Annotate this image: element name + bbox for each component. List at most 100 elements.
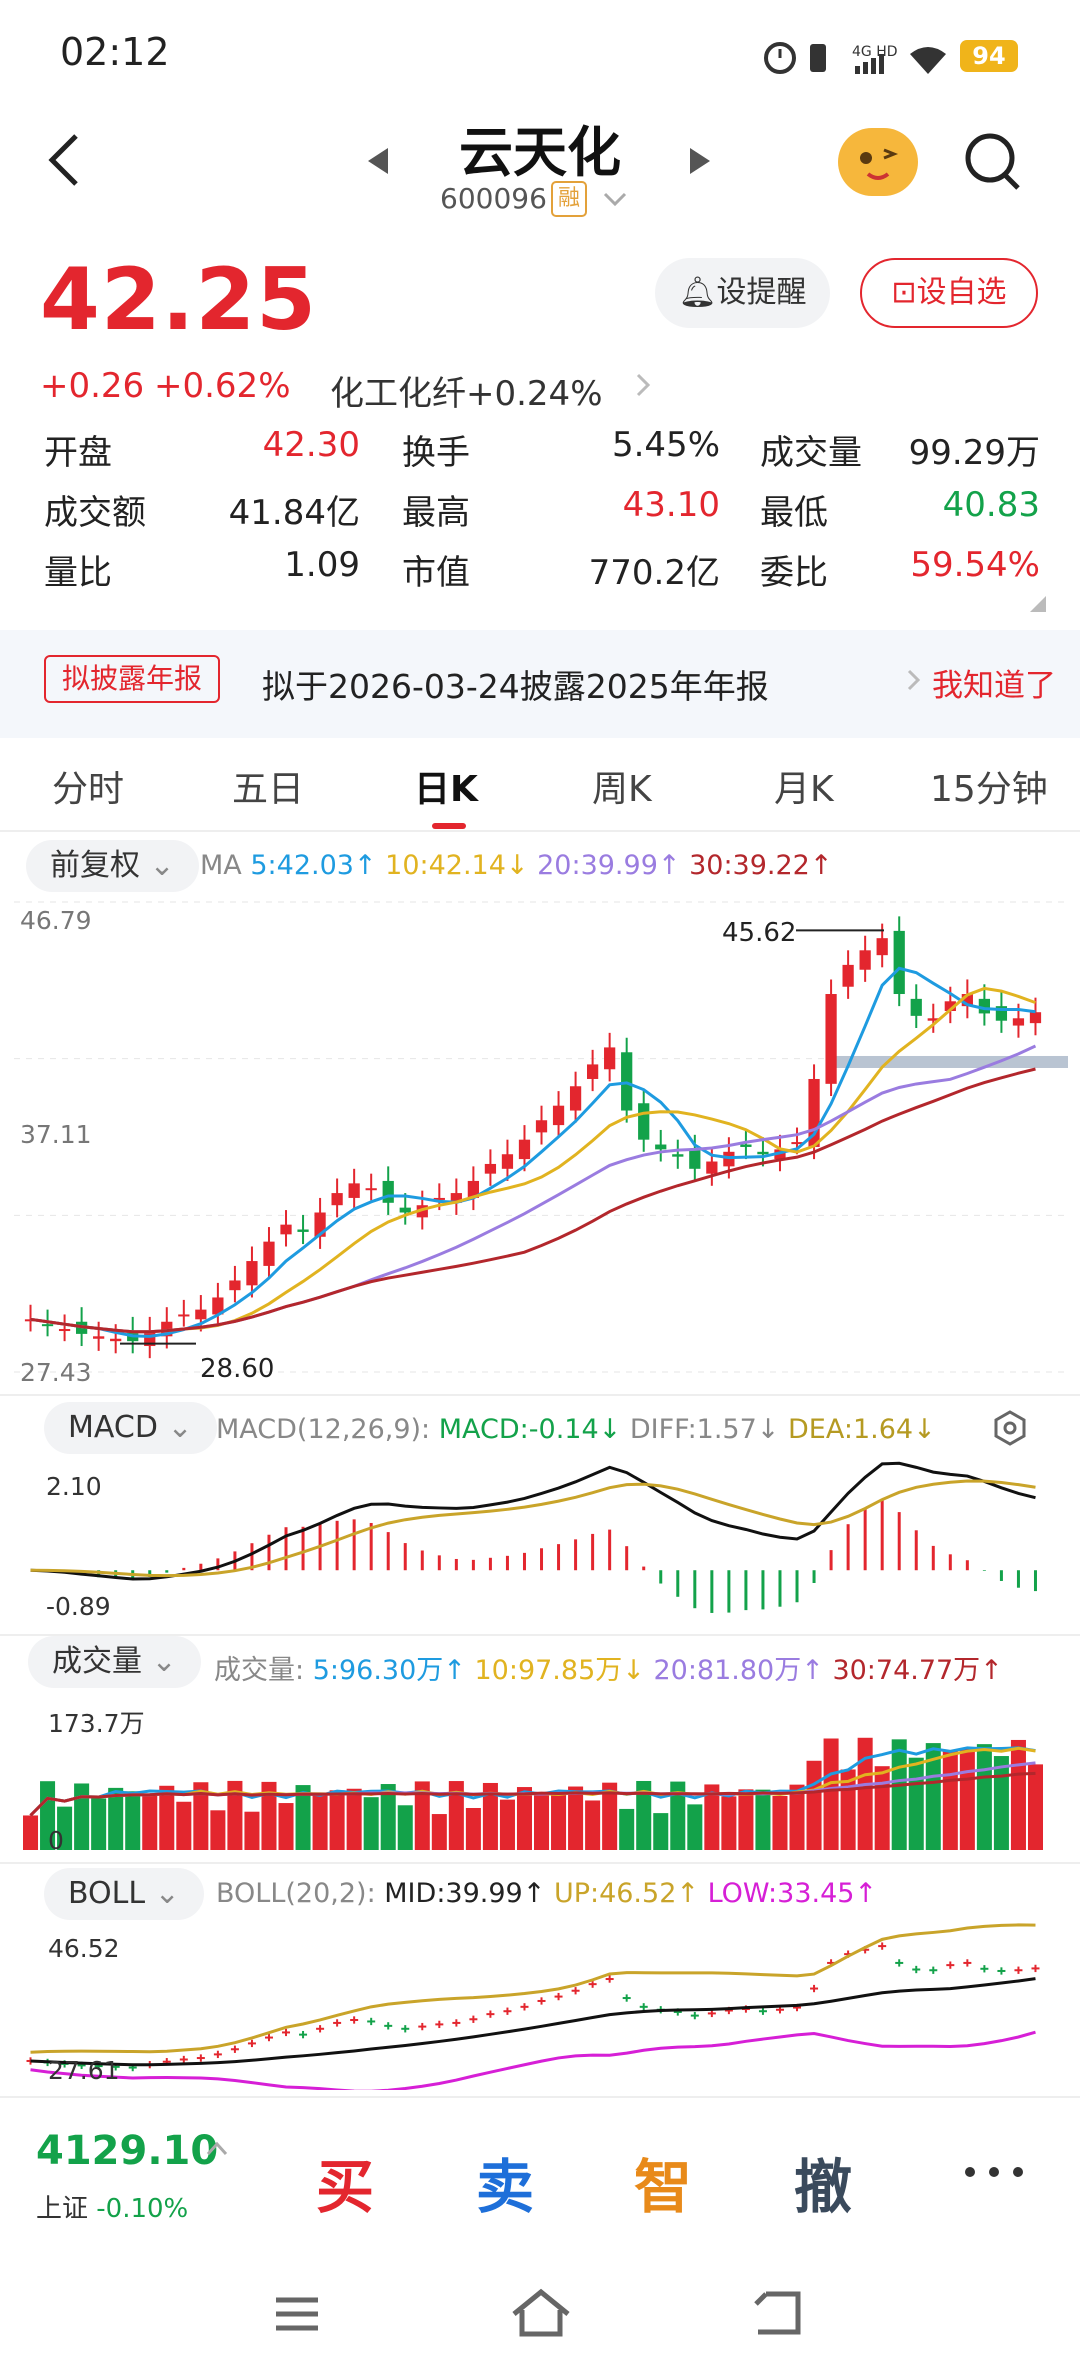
kline-chart[interactable] [0,890,1080,1390]
candle [1029,1012,1042,1024]
volume-bar [227,1780,243,1850]
back-icon[interactable] [44,130,84,190]
sector-link[interactable]: 化工化纤+0.24% [330,366,603,415]
buy-button[interactable]: 买 [316,2153,375,2221]
candle [1012,1018,1025,1026]
sector-name: 化工化纤 [330,374,466,414]
volume-chart[interactable] [0,1690,1080,1856]
smart-button[interactable]: 智 [634,2153,693,2221]
volume-selector[interactable]: 成交量 ⌄ [28,1636,201,1688]
volume-bar [653,1813,669,1850]
more-icon[interactable] [962,2164,1026,2180]
tab-daily-k[interactable]: 日K [414,769,478,810]
candle [808,1078,820,1147]
volume-bar [755,1789,771,1850]
boll-chart[interactable] [0,1922,1080,2090]
candle [944,1001,956,1012]
candle [876,938,888,956]
volume-bar [142,1794,158,1850]
volume-bar [636,1780,652,1850]
prev-stock-icon[interactable] [366,146,390,176]
macd-value: MACD:-0.14↓ [438,1414,622,1445]
volume-bar [312,1795,328,1850]
vol-ma30-line [29,1771,1036,1817]
next-stock-icon[interactable] [688,146,712,176]
volume-bar [857,1737,873,1850]
candle [246,1261,258,1286]
macd-y-bottom: -0.89 [46,1592,111,1621]
quote-label: 市值 [402,553,470,593]
candle [604,1047,616,1070]
tab-intraday[interactable]: 分时 [52,769,125,810]
volume-bar [363,1797,379,1850]
volume-legend-title: 成交量: [214,1655,305,1686]
volume-bar [193,1782,209,1850]
quote-label: 成交额 [44,493,146,533]
status-bar: 02:12 4G HD 94 [0,0,1080,110]
tab-15min[interactable]: 15分钟 [930,769,1048,810]
candle [161,1321,173,1337]
volume-bar [619,1808,635,1850]
vol-ma20: 20:81.80万↑ [653,1655,824,1686]
candle [365,1188,377,1191]
volume-bar [125,1791,141,1850]
add-watchlist-label: 设自选 [916,275,1007,310]
support-band [836,1055,1068,1068]
stock-code: 600096 [440,182,547,215]
home-icon[interactable] [510,2288,572,2338]
mascot-icon[interactable] [838,128,918,196]
quote-value: 1.09 [284,545,360,585]
back-nav-icon[interactable] [752,2290,802,2336]
chevron-down-icon[interactable] [602,190,628,208]
ma5-line [30,966,1036,1338]
high-marker-label: 45.62 [722,918,797,948]
last-price: 42.25 [40,250,318,350]
candle [842,964,854,987]
y-axis-top: 46.79 [20,906,92,935]
adjust-selector[interactable]: 前复权 ⌄ [26,840,199,892]
index-value[interactable]: 4129.10 [36,2128,219,2174]
candle [314,1212,326,1237]
volume-bar [57,1806,73,1850]
cancel-order-button[interactable]: 撤 [794,2153,853,2221]
candle [467,1180,480,1198]
candle [93,1336,105,1339]
expand-corner-icon[interactable] [1028,594,1048,614]
banner-tag: 拟披露年报 [44,655,221,703]
quote-label: 成交量 [760,433,862,473]
quote-value: 40.83 [942,485,1040,525]
boll-selector[interactable]: BOLL ⌄ [44,1868,204,1920]
add-watchlist-button[interactable]: ⊡设自选 [860,258,1038,328]
volume-bar [704,1784,720,1850]
settings-icon[interactable] [992,1410,1028,1446]
volume-bar [465,1807,481,1850]
chevron-right-icon[interactable] [634,372,654,398]
price-change-pct: +0.62% [154,366,291,406]
macd-chart[interactable] [0,1456,1080,1630]
candle [978,998,991,1014]
candle [144,1331,156,1347]
menu-icon[interactable] [272,2294,322,2334]
volume-bar [874,1766,890,1850]
quote-value: 43.10 [622,485,720,525]
boll-y-top: 46.52 [48,1934,120,1963]
dismiss-banner-link[interactable]: 我知道了 [932,668,1056,704]
boll-y-bottom: 27.61 [48,2056,120,2085]
boll-low-line [30,2030,1036,2090]
tab-weekly-k[interactable]: 周K [592,769,652,810]
macd-selector[interactable]: MACD ⌄ [44,1402,217,1454]
quote-label: 最低 [760,493,828,533]
candle [331,1193,343,1206]
set-alert-button[interactable]: 🔔︎设提醒 [655,258,830,328]
tab-monthly-k[interactable]: 月K [774,769,834,810]
search-icon[interactable] [962,130,1022,194]
volume-bar [585,1800,601,1850]
tab-five-day[interactable]: 五日 [232,769,305,810]
candle [706,1161,718,1174]
volume-legend: 成交量: 5:96.30万↑ 10:97.85万↓ 20:81.80万↑ 30:… [214,1648,1003,1687]
volume-bar [806,1760,822,1850]
volume-y-zero: 0 [48,1826,64,1855]
candle [893,930,905,995]
battery-level: 94 [960,40,1018,72]
sell-button[interactable]: 卖 [476,2153,535,2221]
